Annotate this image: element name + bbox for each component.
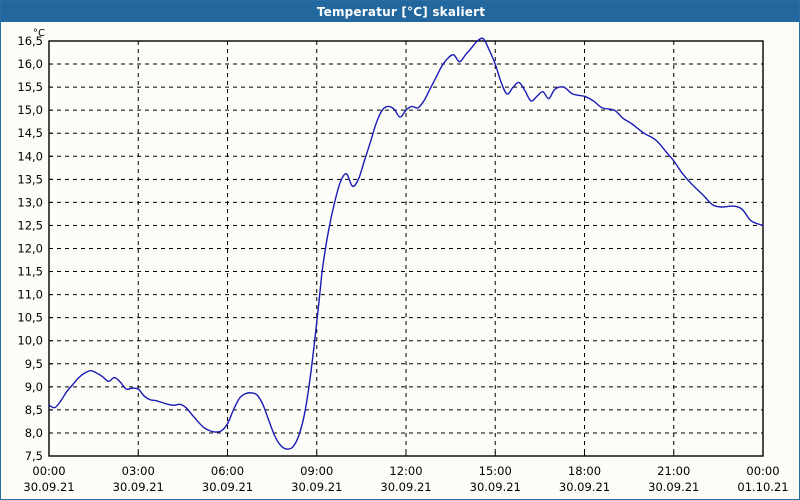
window-title: Temperatur [°C] skaliert [316,4,486,19]
y-axis-tick-label: 14,5 [17,126,43,140]
y-axis-tick-label: 10,5 [17,311,43,325]
x-axis-tick-date: 30.09.21 [380,480,431,494]
y-axis-tick-label: 11,0 [17,288,43,302]
x-axis-tick-date: 30.09.21 [23,480,74,494]
y-axis-tick-label: 8,5 [25,403,43,417]
x-axis-tick-time: 00:00 [32,464,65,478]
x-axis-tick-labels: 00:00 30.09.21 03:00 30.09.21 06:00 30.09.21 0… [23,464,788,494]
y-axis-tick-label: 13,0 [17,195,43,209]
x-axis-tick-date: 30.09.21 [202,480,253,494]
y-axis-tick-labels: 16,5 16,0 15,5 15,0 14,5 14,0 13,5 13,0 12,5 12,0… [17,34,43,463]
y-axis-tick-label: 15,5 [17,80,43,94]
x-axis-tick-time: 15:00 [479,464,512,478]
x-axis-tick-time: 06:00 [211,464,244,478]
y-axis-tick-label: 10,0 [17,334,43,348]
grid-lines [49,40,763,456]
x-axis-tick-time: 12:00 [389,464,422,478]
y-axis-tick-label: 11,5 [17,265,43,279]
axis-tick-marks [48,40,764,457]
y-axis-unit-label: °C [33,28,45,39]
temperature-line-chart: 16,5 16,0 15,5 15,0 14,5 14,0 13,5 13,0 12,5 12,0… [1,22,799,499]
y-axis-tick-label: 12,0 [17,242,43,256]
x-axis-tick-date: 30.09.21 [291,480,342,494]
x-axis-tick-date: 30.09.21 [113,480,164,494]
x-axis-tick-date: 30.09.21 [559,480,610,494]
y-axis-tick-label: 14,0 [17,149,43,163]
x-axis-tick-date: 30.09.21 [648,480,699,494]
chart-plot-area: 16,5 16,0 15,5 15,0 14,5 14,0 13,5 13,0 12,5 12,0… [1,22,799,499]
x-axis-tick-time: 03:00 [122,464,155,478]
y-axis-tick-label: 7,5 [25,449,43,463]
y-axis-tick-label: 16,5 [17,34,43,48]
y-axis-tick-label: 8,0 [25,426,43,440]
window-title-bar: Temperatur [°C] skaliert [1,1,799,22]
y-axis-tick-label: 12,5 [17,218,43,232]
x-axis-tick-date: 01.10.21 [737,480,788,494]
temperature-series-line [48,37,764,450]
x-axis-tick-date: 30.09.21 [470,480,521,494]
y-axis-tick-label: 9,0 [25,380,43,394]
y-axis-tick-label: 9,5 [25,357,43,371]
x-axis-tick-time: 00:00 [746,464,779,478]
chart-background [1,22,799,499]
x-axis-tick-time: 09:00 [300,464,333,478]
y-axis-tick-label: 13,5 [17,172,43,186]
y-axis-tick-label: 16,0 [17,57,43,71]
y-axis-tick-label: 15,0 [17,103,43,117]
x-axis-tick-time: 18:00 [568,464,601,478]
x-axis-tick-time: 21:00 [657,464,690,478]
